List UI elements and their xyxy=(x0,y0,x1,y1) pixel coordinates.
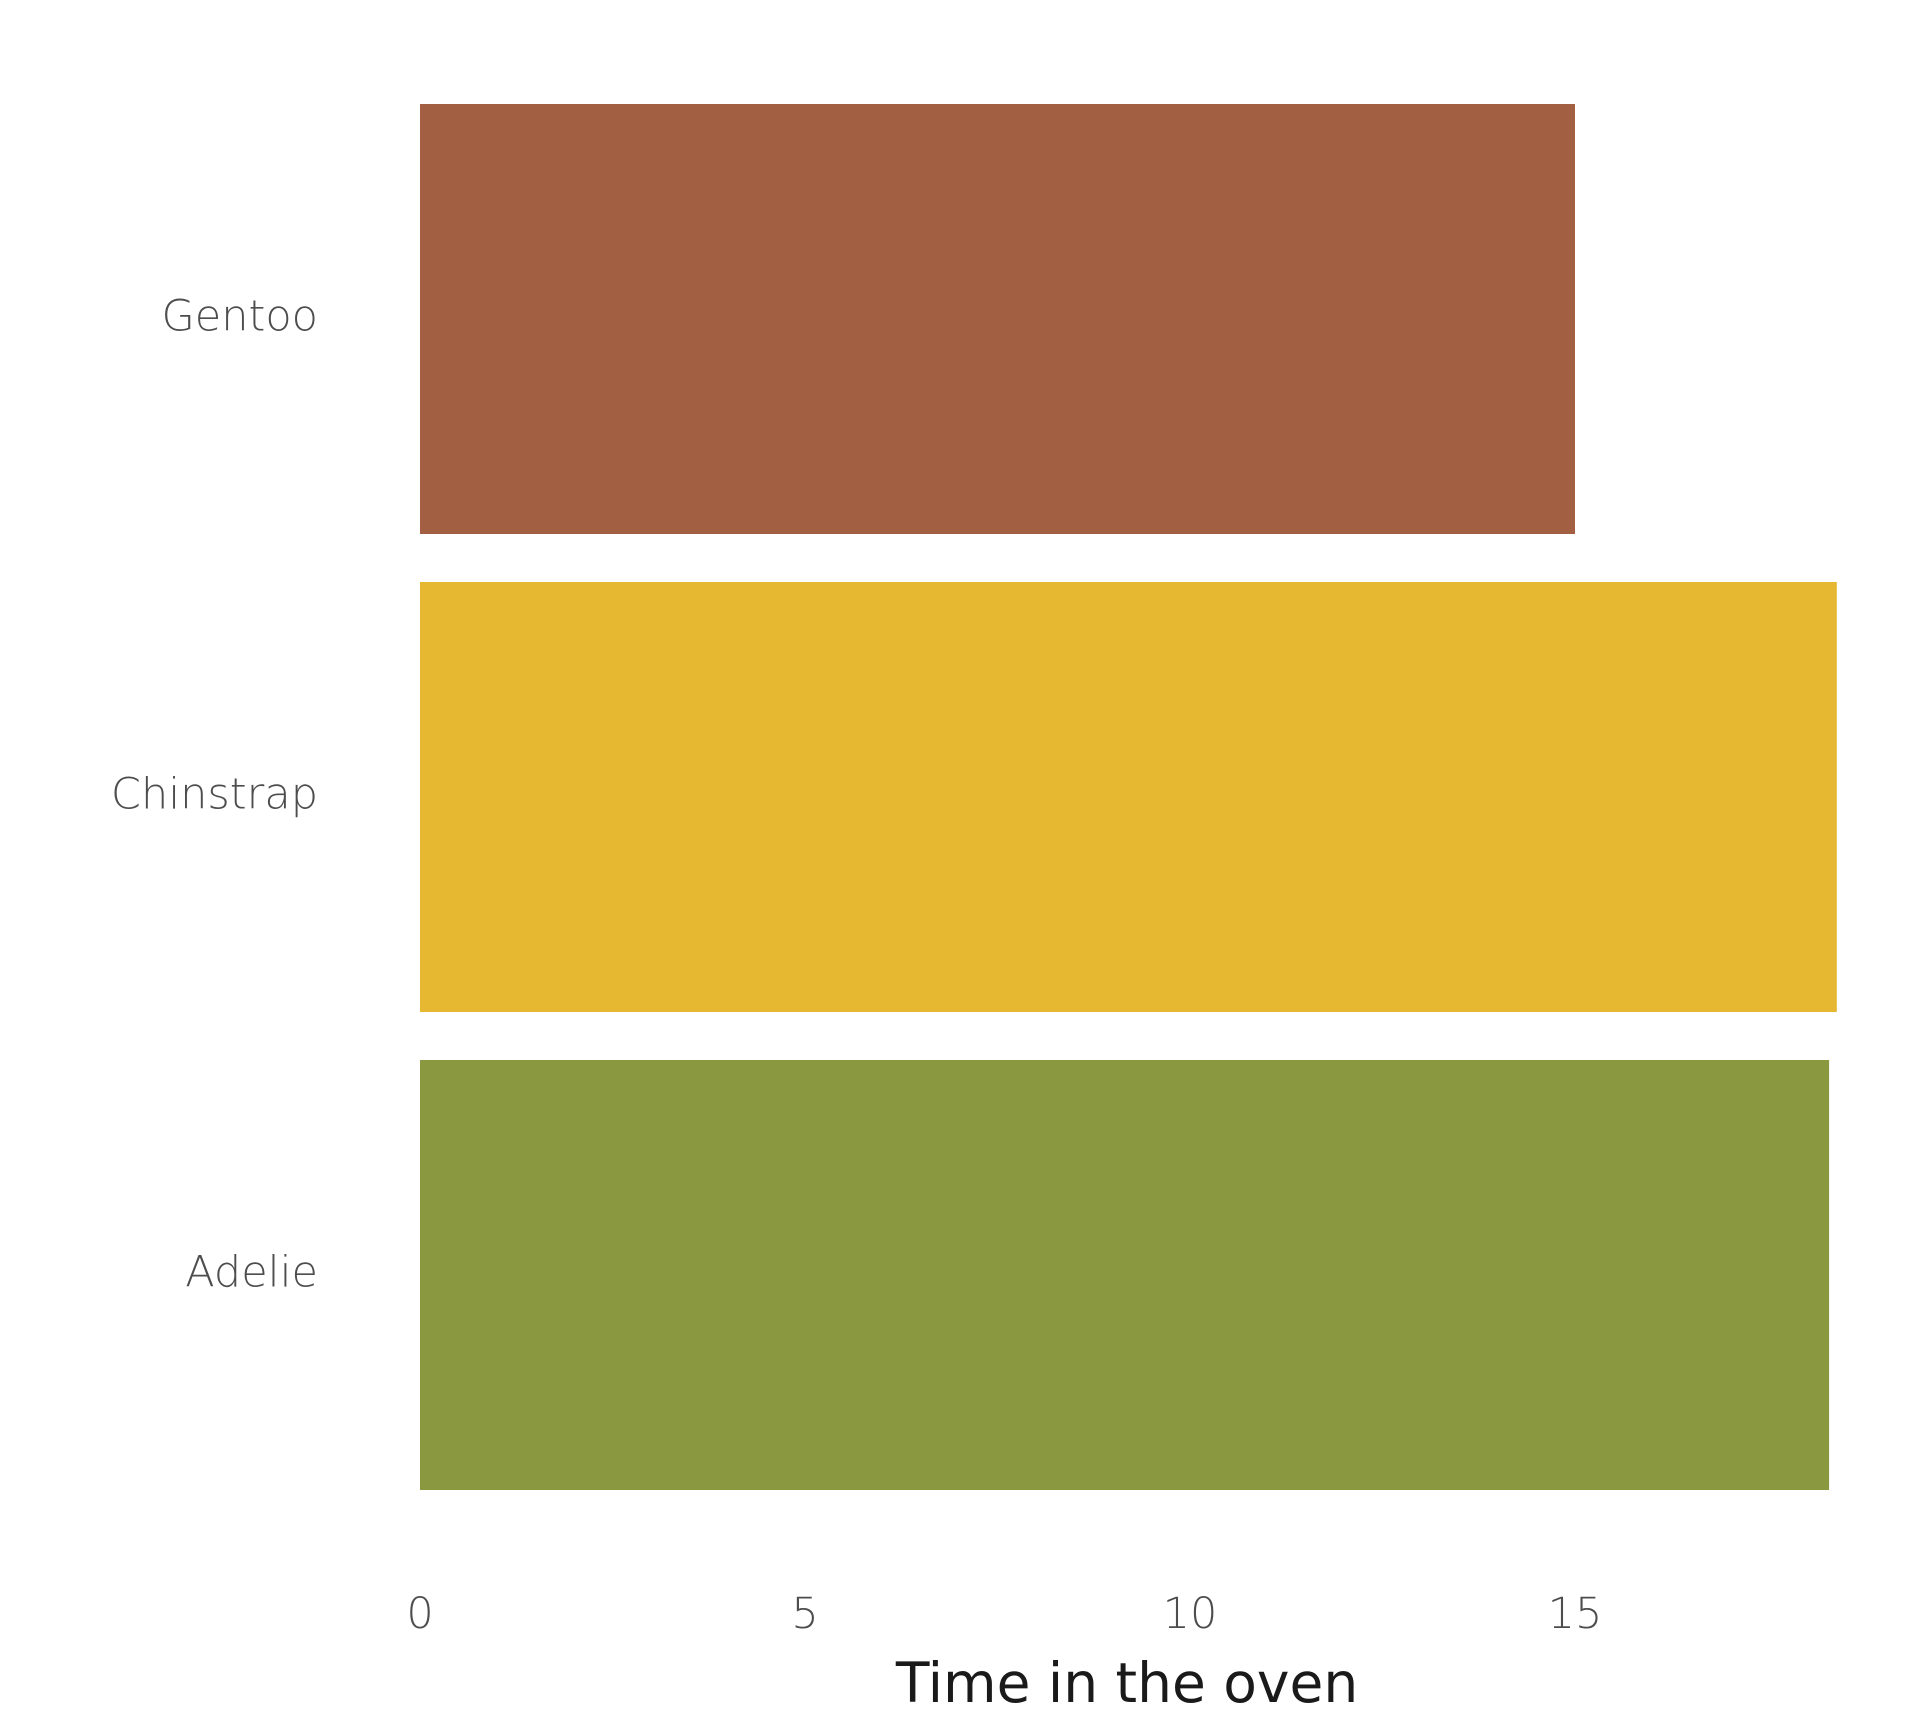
x-tick-label-5: 5 xyxy=(791,1589,818,1639)
bar-adelie xyxy=(420,1060,1830,1490)
bars-group xyxy=(420,104,1837,1490)
x-axis-title: Time in the oven xyxy=(895,1651,1358,1715)
x-tick-label-0: 0 xyxy=(406,1589,433,1639)
x-tick-label-15: 15 xyxy=(1548,1589,1603,1639)
x-axis-ticks: 0 5 10 15 xyxy=(406,1589,1602,1639)
category-label-gentoo: Gentoo xyxy=(161,292,318,342)
bar-chinstrap xyxy=(420,582,1837,1012)
category-label-adelie: Adelie xyxy=(185,1248,318,1298)
bar-gentoo xyxy=(420,104,1575,534)
x-tick-label-10: 10 xyxy=(1163,1589,1218,1639)
category-labels: Gentoo Chinstrap Adelie xyxy=(111,292,318,1298)
category-label-chinstrap: Chinstrap xyxy=(111,770,318,820)
